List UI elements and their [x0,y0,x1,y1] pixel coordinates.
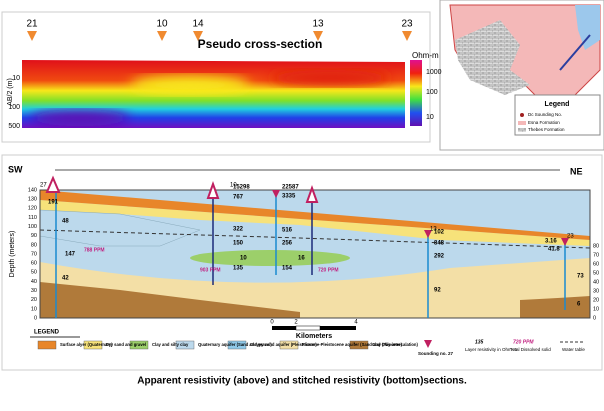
y2-tick-label: 50 [593,270,599,276]
y2-tick-label: 20 [593,297,599,303]
y-tick-label: 70 [31,251,37,257]
legend-label: Sounding no. 27 [418,351,453,356]
legend-swatch [38,341,56,349]
map [440,0,604,150]
station-label: 13 [312,19,324,30]
resistivity-value: 147 [65,252,76,258]
legend-label: Clay and silty clay [152,342,189,347]
y-tick-label: 60 [31,261,37,267]
y-tick-label: 30 [31,288,37,294]
axis-title: AB/2 (m) [7,78,14,106]
scale-bar [272,326,356,330]
legend-label: Dry sand and gravel [106,342,146,347]
y-tick-label: 100 [8,104,20,111]
resistivity-value: 150 [233,241,244,247]
colorbar-title: Ohm-m [412,51,439,60]
y-tick-label: 10 [31,306,37,312]
resistivity-value: 292 [434,254,445,260]
colorbar [410,60,422,126]
y2-tick-label: 30 [593,288,599,294]
resistivity-value: 154 [282,266,293,272]
direction-label: SW [8,164,23,174]
sounding-label: 23 [567,234,574,240]
y2-tick-label: 80 [593,243,599,249]
resistivity-value: 92 [434,288,441,294]
y-tick-label: 500 [8,123,20,130]
resistivity-value: 191 [48,200,59,206]
scale-title: Kilometers [296,333,332,340]
y2-tick-label: 0 [593,315,596,321]
resistivity-value: 10 [240,256,247,262]
legend-title: Legend [545,101,570,108]
y-tick-label: 90 [31,233,37,239]
y-tick-label: 100 [28,224,37,230]
legend-label: 720 PPM [513,339,534,345]
direction-label: NE [570,166,583,176]
resistivity-value: 767 [233,195,244,201]
y-tick-label: 10 [12,75,20,82]
station-label: 21 [26,19,38,30]
panel-title: Pseudo cross-section [198,37,323,51]
legend-label: Dc Sounding No. [528,112,562,117]
legend-label: Water table [562,347,585,352]
y-tick-label: 140 [28,187,37,193]
colorbar-label: 10 [426,114,434,121]
resistivity-value: 848 [434,241,445,247]
resistivity-value: 16 [298,256,305,262]
axis-title: Depth (meters) [9,231,16,278]
station-label: 23 [401,19,413,30]
pseudo-section [22,60,405,128]
y-tick-label: 80 [31,242,37,248]
tds-value: 720 PPM [318,267,339,273]
y2-tick-label: 70 [593,252,599,258]
sounding-label: 27 [40,183,47,189]
legend-label: Thebes Formation [528,127,565,132]
y-tick-label: 20 [31,297,37,303]
resistivity-value: 3.16 [545,239,557,245]
station-label: 10 [156,19,168,30]
station-label: 14 [192,19,204,30]
resistivity-value: 256 [282,241,293,247]
resistivity-value: 41.8 [548,247,560,253]
tds-value: 903 PPM [200,267,221,273]
legend-label: Esna Formation [528,120,560,125]
resistivity-value: 48 [62,219,69,225]
y-tick-label: 0 [34,315,37,321]
y2-tick-label: 40 [593,279,599,285]
y-tick-label: 110 [28,215,37,221]
colorbar-label: 100 [426,89,438,96]
figure: Apparent resistivity (above) and stitche… [0,0,604,406]
resistivity-value: 102 [434,230,445,236]
tds-value: 788 PPM [84,247,105,253]
resistivity-value: 516 [282,228,293,234]
y-tick-label: 120 [28,206,37,212]
resistivity-value: 322 [233,227,244,233]
y2-tick-label: 10 [593,306,599,312]
y2-tick-label: 60 [593,261,599,267]
resistivity-value: 3335 [282,194,296,200]
resistivity-value: 15298 [233,185,250,191]
legend-label: Clay (Pliocene) [372,342,403,347]
caption: Apparent resistivity (above) and stitche… [137,376,467,387]
y-tick-label: 40 [31,279,37,285]
resistivity-value: 42 [62,276,69,282]
colorbar-label: 1000 [426,69,442,76]
legend-label: Total Dissolved solid [510,347,551,352]
resistivity-value: 22587 [282,185,299,191]
cross-section [40,178,590,318]
resistivity-value: 73 [577,274,584,280]
y-tick-label: 130 [28,197,37,203]
y-tick-label: 50 [31,270,37,276]
legend-title: LEGEND [34,330,60,336]
legend-label: 135 [475,339,484,345]
resistivity-value: 135 [233,266,244,272]
